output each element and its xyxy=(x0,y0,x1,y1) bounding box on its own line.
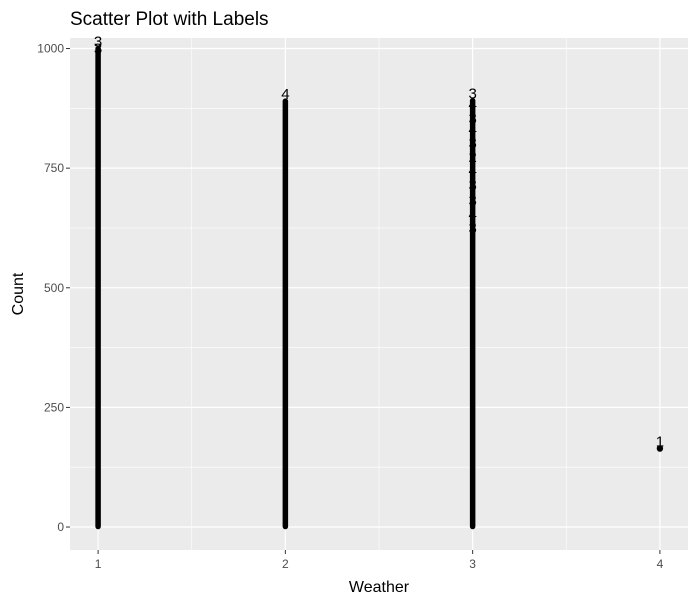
y-tick-label: 500 xyxy=(44,281,64,295)
x-tick-label: 4 xyxy=(657,557,664,571)
data-point xyxy=(656,445,664,452)
y-tick-label: 750 xyxy=(44,161,64,175)
point-label: 4 xyxy=(468,97,476,114)
x-axis-ticks: 1 2 3 4 xyxy=(95,550,664,571)
x-tick-label: 1 xyxy=(95,557,102,571)
point-label: 4 xyxy=(281,86,289,103)
point-label: 3 xyxy=(468,86,476,103)
point-label: 4 xyxy=(468,163,476,180)
data-points xyxy=(95,45,664,530)
point-label: 1 xyxy=(656,434,664,451)
point-label: 3 xyxy=(468,111,476,128)
y-tick-label: 0 xyxy=(57,520,64,534)
x-axis-title: Weather xyxy=(349,579,410,596)
point-label: 3 xyxy=(94,41,102,58)
minor-gridlines xyxy=(70,38,688,550)
x-tick-label: 2 xyxy=(282,557,289,571)
x-tick-label: 3 xyxy=(469,557,476,571)
point-label: 4 xyxy=(468,122,476,139)
point-label: 4 xyxy=(468,206,476,223)
point-label: 3 xyxy=(94,34,102,51)
y-tick-label: 250 xyxy=(44,400,64,414)
point-label: 3 xyxy=(468,177,476,194)
y-tick-label: 1000 xyxy=(37,42,64,56)
chart-title: Scatter Plot with Labels xyxy=(70,9,269,30)
point-label: 2 xyxy=(468,149,476,166)
point-label: 3 xyxy=(468,220,476,237)
point-label: 3 xyxy=(468,192,476,209)
point-label: 3 xyxy=(468,135,476,152)
y-axis-ticks: 0 250 500 750 1000 xyxy=(37,42,70,534)
y-axis-title: Count xyxy=(10,272,27,315)
